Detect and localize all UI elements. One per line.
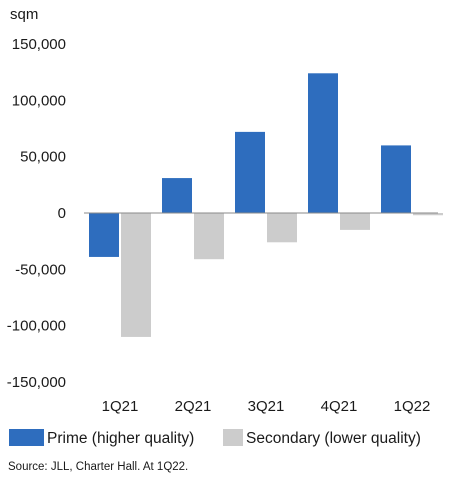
bar-prime-1q22 xyxy=(381,145,411,213)
legend-swatch-secondary xyxy=(223,429,243,446)
y-axis-ticks: 150,000 100,000 50,000 0 -50,000 -100,000 -150… xyxy=(7,36,66,391)
bar-prime-1q21 xyxy=(89,213,119,257)
bar-prime-3q21 xyxy=(235,131,265,213)
bar-secondary-1q21 xyxy=(121,213,151,337)
bar-secondary-1q22 xyxy=(413,213,443,216)
y-tick-label: -100,000 xyxy=(7,318,66,335)
legend-label-secondary: Secondary (lower quality) xyxy=(246,430,421,447)
y-tick-label: 150,000 xyxy=(12,36,66,53)
x-tick-label: 2Q21 xyxy=(175,398,212,415)
bar-prime-4q21 xyxy=(308,73,338,213)
bars xyxy=(89,73,443,337)
legend-swatch-prime xyxy=(9,429,44,446)
y-axis-unit-label: sqm xyxy=(10,6,38,23)
y-tick-label: -150,000 xyxy=(7,374,66,391)
y-tick-label: -50,000 xyxy=(15,261,66,278)
x-tick-label: 4Q21 xyxy=(321,398,358,415)
y-tick-label: 50,000 xyxy=(20,149,66,166)
bar-prime-2q21 xyxy=(162,178,192,213)
y-tick-label: 0 xyxy=(58,205,66,222)
legend-label-prime: Prime (higher quality) xyxy=(47,430,194,447)
x-tick-label: 1Q22 xyxy=(394,398,431,415)
source-note: Source: JLL, Charter Hall. At 1Q22. xyxy=(8,461,188,473)
x-tick-label: 3Q21 xyxy=(248,398,285,415)
bar-secondary-2q21 xyxy=(194,213,224,260)
bar-secondary-4q21 xyxy=(340,213,370,230)
x-axis-ticks: 1Q21 2Q21 3Q21 4Q21 1Q22 xyxy=(102,398,431,415)
legend: Prime (higher quality) Secondary (lower q… xyxy=(9,429,421,447)
y-tick-label: 100,000 xyxy=(12,92,66,109)
x-tick-label: 1Q21 xyxy=(102,398,139,415)
bar-secondary-3q21 xyxy=(267,213,297,243)
